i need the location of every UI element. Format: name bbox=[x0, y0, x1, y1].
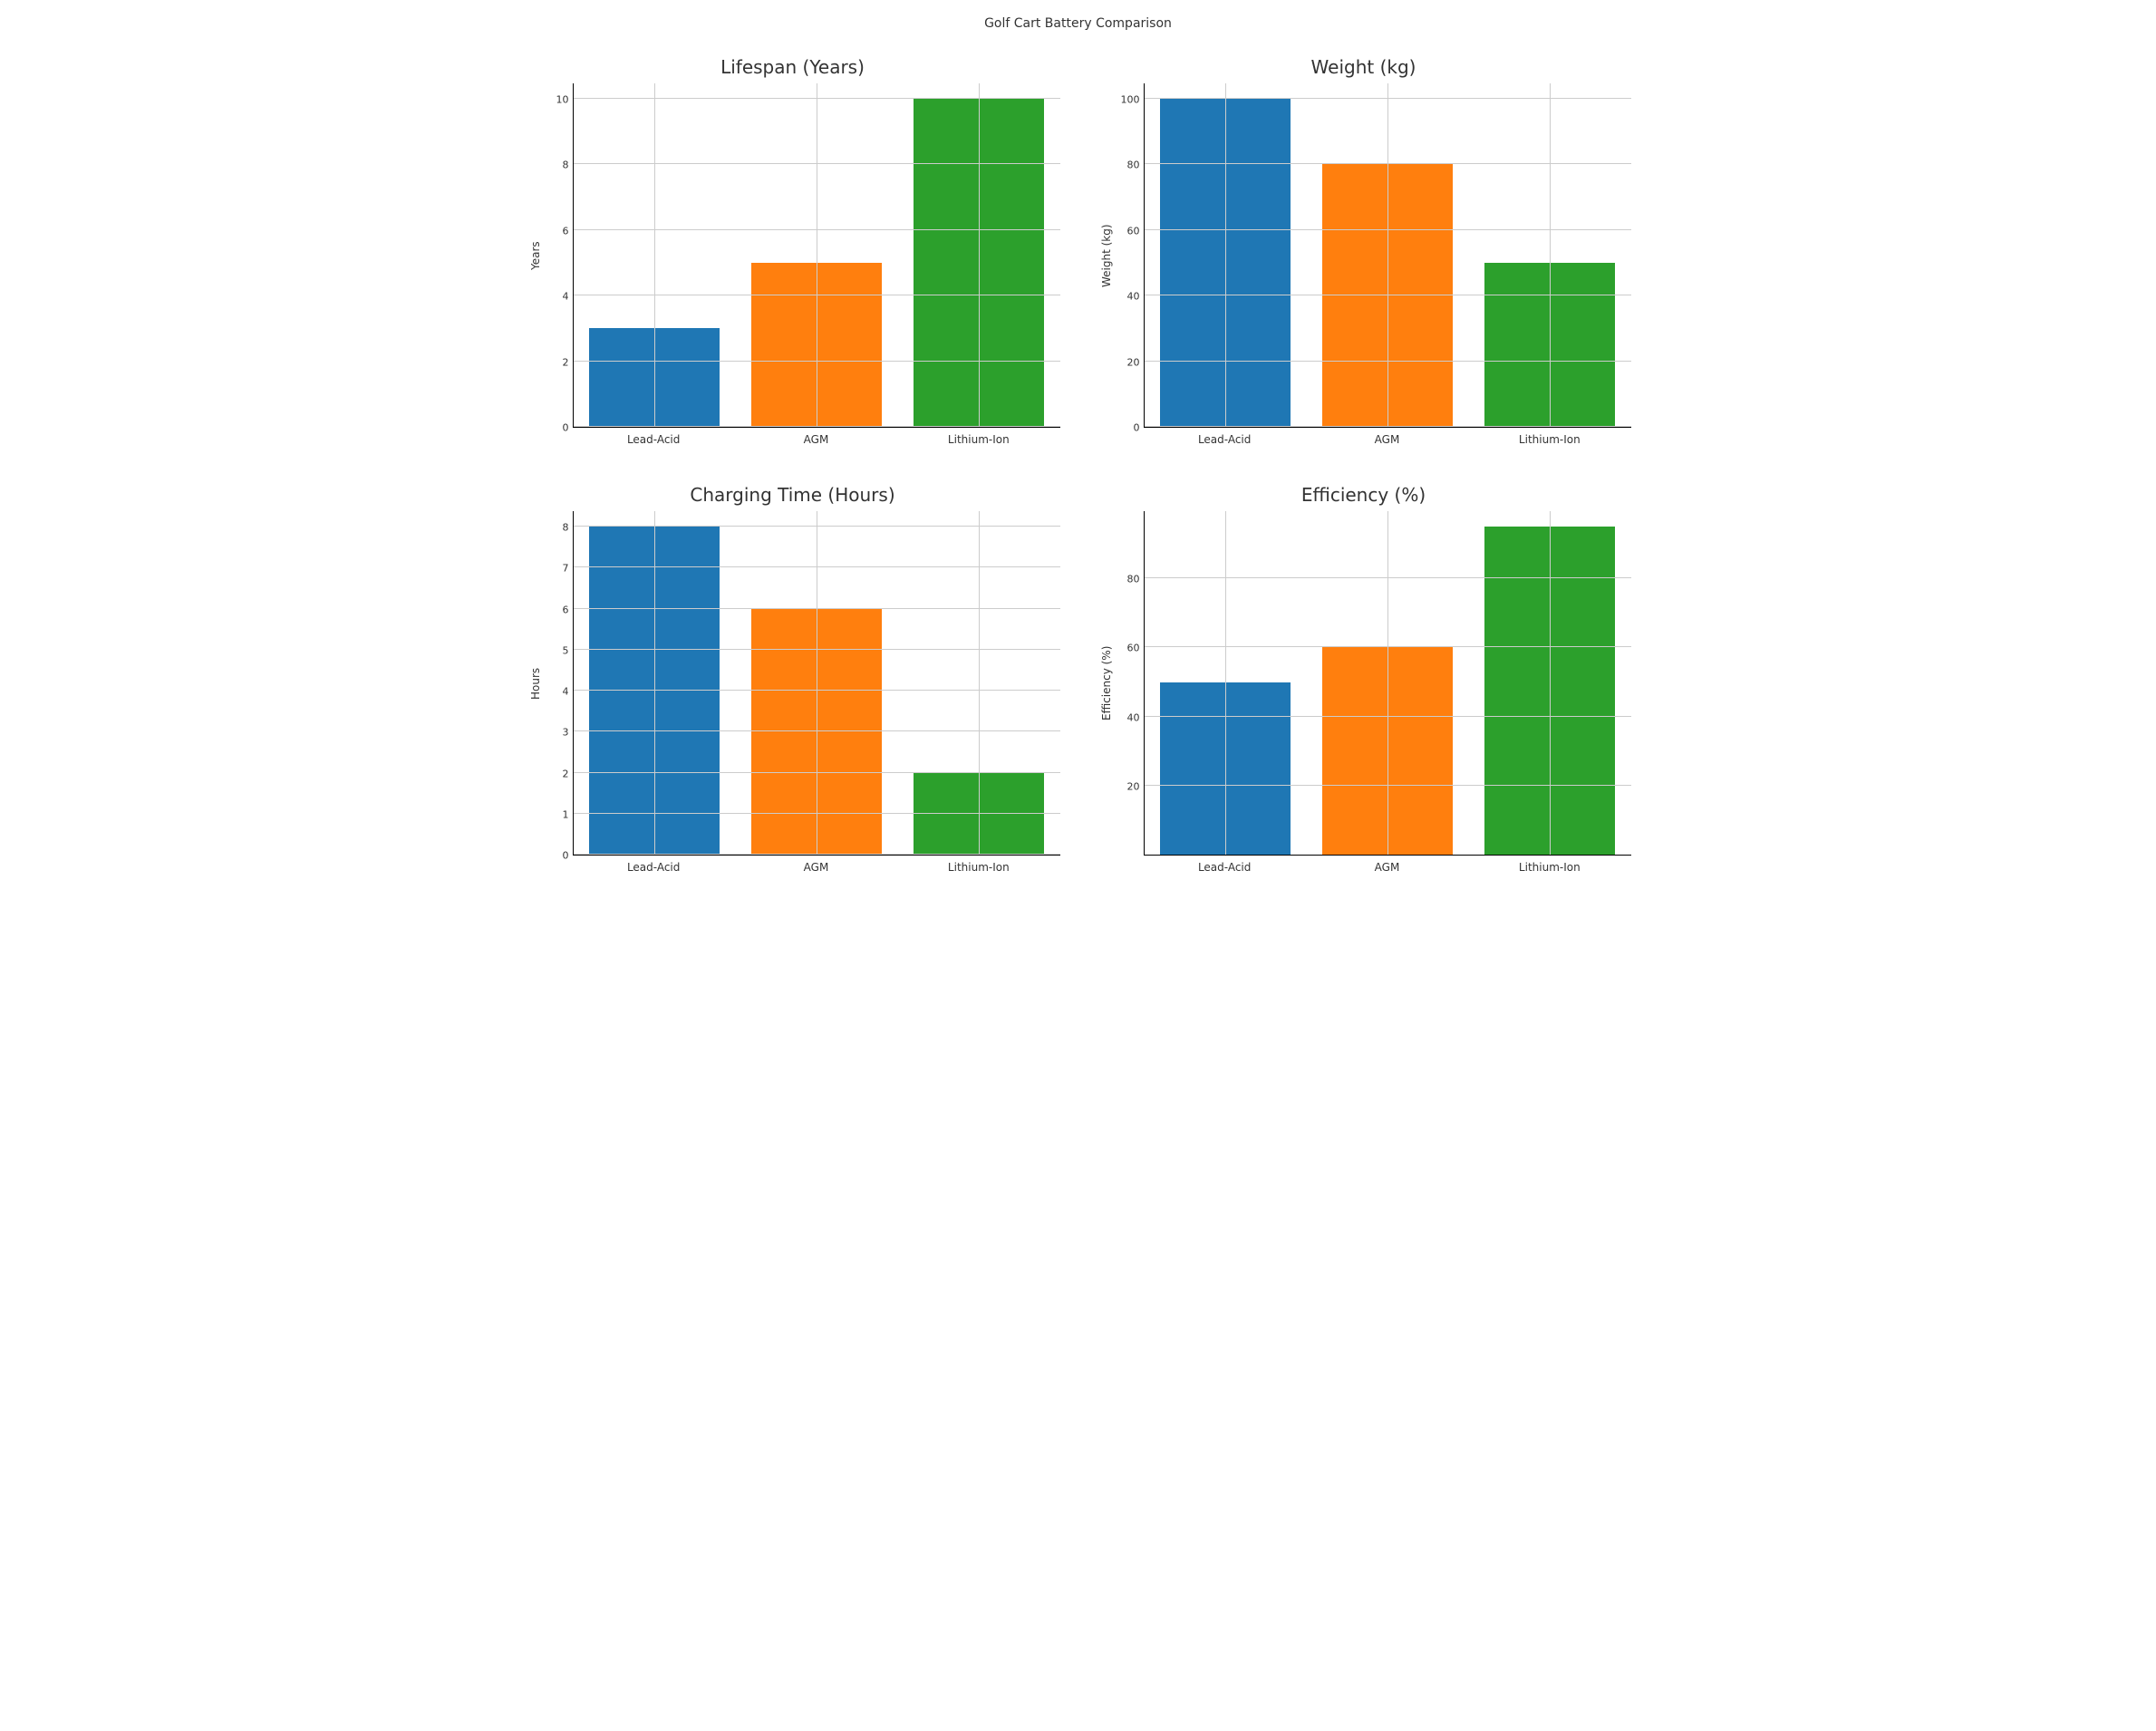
xtick-label: Lithium-Ion bbox=[1519, 433, 1581, 446]
gridline-v bbox=[1550, 83, 1551, 427]
yticks: 020406080100 bbox=[1113, 83, 1144, 428]
ylabel: Efficiency (%) bbox=[1097, 511, 1113, 856]
ytick-label: 2 bbox=[563, 768, 569, 779]
xtick-label: Lithium-Ion bbox=[948, 433, 1010, 446]
xtick-label: AGM bbox=[804, 433, 829, 446]
xticks: Lead-Acid AGM Lithium-Ion bbox=[1144, 428, 1631, 448]
gridline-v bbox=[654, 511, 655, 855]
ytick-label: 4 bbox=[563, 291, 569, 303]
ytick-label: 0 bbox=[1134, 422, 1140, 434]
xtick-label: AGM bbox=[804, 861, 829, 874]
panel-efficiency: Efficiency (%) Efficiency (%) 20 40 60 80 L… bbox=[1097, 484, 1631, 875]
gridline-v bbox=[1387, 511, 1388, 855]
ytick-label: 5 bbox=[563, 644, 569, 656]
ytick-label: 40 bbox=[1127, 291, 1140, 303]
xtick-label: AGM bbox=[1375, 861, 1400, 874]
ylabel: Hours bbox=[526, 511, 542, 856]
figure-suptitle: Golf Cart Battery Comparison bbox=[526, 9, 1631, 56]
gridline-v bbox=[1225, 511, 1226, 855]
axes bbox=[573, 83, 1060, 428]
panel-title: Charging Time (Hours) bbox=[526, 484, 1060, 506]
ytick-label: 8 bbox=[563, 522, 569, 534]
ytick-label: 20 bbox=[1127, 780, 1140, 792]
ytick-label: 20 bbox=[1127, 356, 1140, 368]
panel-title: Lifespan (Years) bbox=[526, 56, 1060, 78]
ytick-label: 1 bbox=[563, 808, 569, 820]
axes bbox=[1144, 511, 1631, 856]
ytick-label: 2 bbox=[563, 356, 569, 368]
panel-charging: Charging Time (Hours) Hours 0 1 2 3 4 5 6 7 8 Le… bbox=[526, 484, 1060, 875]
panel-title: Weight (kg) bbox=[1097, 56, 1631, 78]
gridline-v bbox=[979, 511, 980, 855]
yticks: 20 40 60 80 bbox=[1113, 511, 1144, 856]
ytick-label: 60 bbox=[1127, 643, 1140, 654]
gridline-v bbox=[1387, 83, 1388, 427]
figure: Golf Cart Battery Comparison Lifespan (Y… bbox=[517, 0, 1640, 894]
ytick-label: 7 bbox=[563, 563, 569, 575]
axes bbox=[573, 511, 1060, 856]
ytick-label: 8 bbox=[563, 160, 569, 171]
xtick-label: Lead-Acid bbox=[627, 433, 680, 446]
ytick-label: 4 bbox=[563, 686, 569, 698]
gridline-v bbox=[1225, 83, 1226, 427]
ylabel: Weight (kg) bbox=[1097, 83, 1113, 428]
ytick-label: 10 bbox=[556, 94, 569, 106]
subplot-grid: Lifespan (Years) Years 0246810 Lead-Acid… bbox=[526, 56, 1631, 875]
gridline-v bbox=[654, 83, 655, 427]
xtick-label: Lead-Acid bbox=[1198, 861, 1251, 874]
xticks: Lead-Acid AGM Lithium-Ion bbox=[573, 428, 1060, 448]
yticks: 0246810 bbox=[542, 83, 573, 428]
ytick-label: 0 bbox=[563, 850, 569, 862]
panel-weight: Weight (kg) Weight (kg) 0 20 40 60 80 100 Lea… bbox=[1097, 56, 1631, 448]
yticks: 012345678 bbox=[542, 511, 573, 856]
xtick-label: Lead-Acid bbox=[1198, 433, 1251, 446]
ytick-label: 40 bbox=[1127, 711, 1140, 723]
gridline-v bbox=[1550, 511, 1551, 855]
ytick-label: 0 bbox=[563, 422, 569, 434]
ytick-label: 80 bbox=[1127, 160, 1140, 171]
ylabel: Years bbox=[526, 83, 542, 428]
panel-title: Efficiency (%) bbox=[1097, 484, 1631, 506]
xtick-label: Lead-Acid bbox=[627, 861, 680, 874]
ytick-label: 3 bbox=[563, 727, 569, 739]
panel-lifespan: Lifespan (Years) Years 0 2 4 6 8 10 Lead-Acid… bbox=[526, 56, 1060, 448]
ytick-label: 6 bbox=[563, 225, 569, 237]
xtick-label: Lithium-Ion bbox=[948, 861, 1010, 874]
ytick-label: 100 bbox=[1121, 94, 1140, 106]
xtick-label: AGM bbox=[1375, 433, 1400, 446]
gridline-v bbox=[979, 83, 980, 427]
xtick-label: Lithium-Ion bbox=[1519, 861, 1581, 874]
ytick-label: 60 bbox=[1127, 225, 1140, 237]
xticks: Lead-Acid AGM Lithium-Ion bbox=[573, 856, 1060, 875]
ytick-label: 80 bbox=[1127, 574, 1140, 585]
xticks: Lead-Acid AGM Lithium-Ion bbox=[1144, 856, 1631, 875]
axes bbox=[1144, 83, 1631, 428]
ytick-label: 6 bbox=[563, 604, 569, 615]
